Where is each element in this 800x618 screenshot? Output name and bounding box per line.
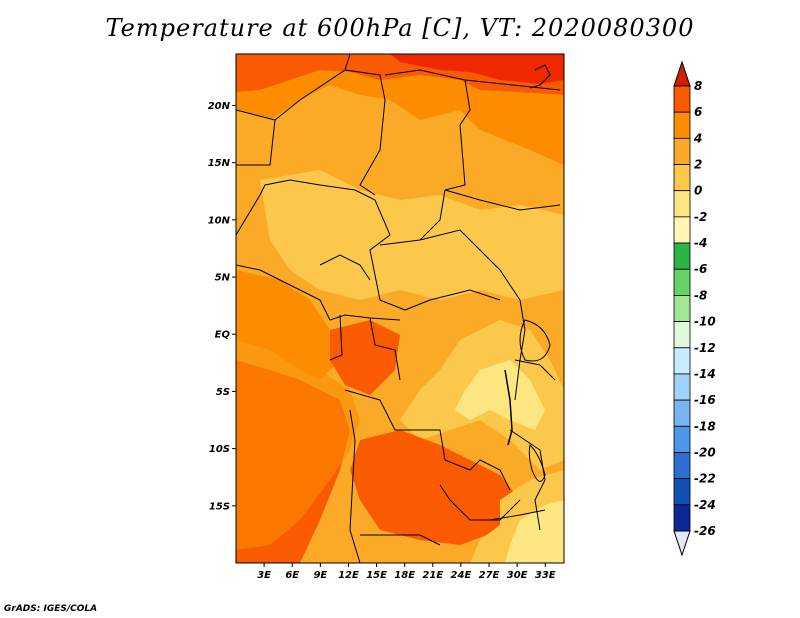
colorbar-label: 6 — [694, 105, 702, 119]
lat-tick-label: 20N — [208, 101, 231, 112]
colorbar-label: -18 — [694, 419, 716, 433]
longitude-axis: 3E 6E 9E 12E 15E 18E 21E 24E 27E 30E 33E — [257, 563, 556, 581]
colorbar-label: -16 — [694, 393, 716, 407]
colorbar: 8 6 4 2 0 -2 -4 -6 -8 -10 -12 -14 -16 -18 -20 -22 -24 -26 — [673, 60, 716, 557]
colorbar-label: -24 — [694, 498, 716, 512]
colorbar-swatch — [673, 452, 691, 480]
lat-tick-label: 5S — [216, 387, 230, 398]
colorbar-label: 4 — [693, 131, 702, 145]
colorbar-label: 8 — [694, 79, 702, 93]
lon-tick-label: 21E — [422, 570, 443, 581]
field-region-hot-south — [350, 430, 520, 545]
colorbar-label: -6 — [694, 262, 707, 276]
colorbar-swatch — [673, 268, 691, 296]
lat-tick-label: 5N — [215, 273, 231, 284]
lon-tick-label: 18E — [394, 570, 415, 581]
lon-tick-label: 27E — [479, 570, 500, 581]
colorbar-swatch — [673, 164, 691, 192]
colorbar-label: 2 — [694, 158, 702, 172]
lon-tick-label: 6E — [285, 570, 299, 581]
colorbar-label: 0 — [694, 184, 702, 198]
colorbar-swatch — [673, 85, 691, 113]
lon-tick-label: 3E — [257, 570, 271, 581]
colorbar-label: -12 — [694, 341, 716, 355]
colorbar-swatch — [673, 425, 691, 453]
colorbar-under-arrow — [673, 530, 691, 557]
colorbar-swatch — [673, 373, 691, 401]
colorbar-label: -14 — [694, 367, 716, 381]
colorbar-label: -20 — [694, 445, 716, 459]
lon-tick-label: 15E — [366, 570, 387, 581]
colorbar-swatch — [673, 137, 691, 165]
colorbar-swatch — [673, 399, 691, 427]
latitude-axis: 20N 15N 10N 5N EQ 5S 10S 15S — [208, 101, 236, 512]
field-region-hot-congo — [330, 320, 400, 395]
colorbar-label: -26 — [694, 524, 716, 538]
lon-tick-label: 12E — [338, 570, 359, 581]
lon-tick-label: 9E — [313, 570, 327, 581]
colorbar-label: -8 — [694, 288, 707, 302]
colorbar-swatch — [673, 478, 691, 506]
colorbar-label: -10 — [694, 315, 716, 329]
lat-tick-label: 10S — [209, 444, 230, 455]
lat-tick-label: EQ — [215, 330, 231, 341]
field-region-hottest-northeast — [390, 54, 564, 84]
field-region-coolest-southeast — [505, 500, 564, 563]
map-title: Temperature at 600hPa [C], VT: 202008030… — [105, 14, 695, 42]
colorbar-label: -4 — [694, 236, 707, 250]
colorbar-swatch — [673, 190, 691, 218]
lat-tick-label: 10N — [208, 215, 231, 226]
field-region-cool-central — [260, 170, 564, 300]
colorbar-swatch — [673, 216, 691, 244]
map-frame — [235, 53, 565, 564]
colorbar-swatch — [673, 321, 691, 349]
field-region-hot-southwest — [236, 330, 360, 550]
colorbar-label: -2 — [694, 210, 707, 224]
grads-credit: GrADS: IGES/COLA — [4, 604, 98, 614]
country-borders — [236, 54, 561, 563]
lat-tick-label: 15N — [208, 158, 231, 169]
colorbar-swatch — [673, 295, 691, 322]
colorbar-label: -22 — [694, 472, 716, 486]
field-region-warm-gulf — [236, 270, 340, 380]
lon-tick-label: 30E — [507, 570, 528, 581]
colorbar-swatch — [673, 242, 691, 270]
colorbar-over-arrow — [673, 60, 691, 87]
lat-tick-label: 15S — [209, 501, 230, 512]
colorbar-swatch — [673, 504, 691, 532]
lon-tick-label: 33E — [535, 570, 556, 581]
colorbar-swatch — [673, 111, 691, 139]
colorbar-swatch — [673, 347, 691, 375]
lon-tick-label: 24E — [451, 570, 472, 581]
field-region-coolest-east — [455, 360, 545, 430]
